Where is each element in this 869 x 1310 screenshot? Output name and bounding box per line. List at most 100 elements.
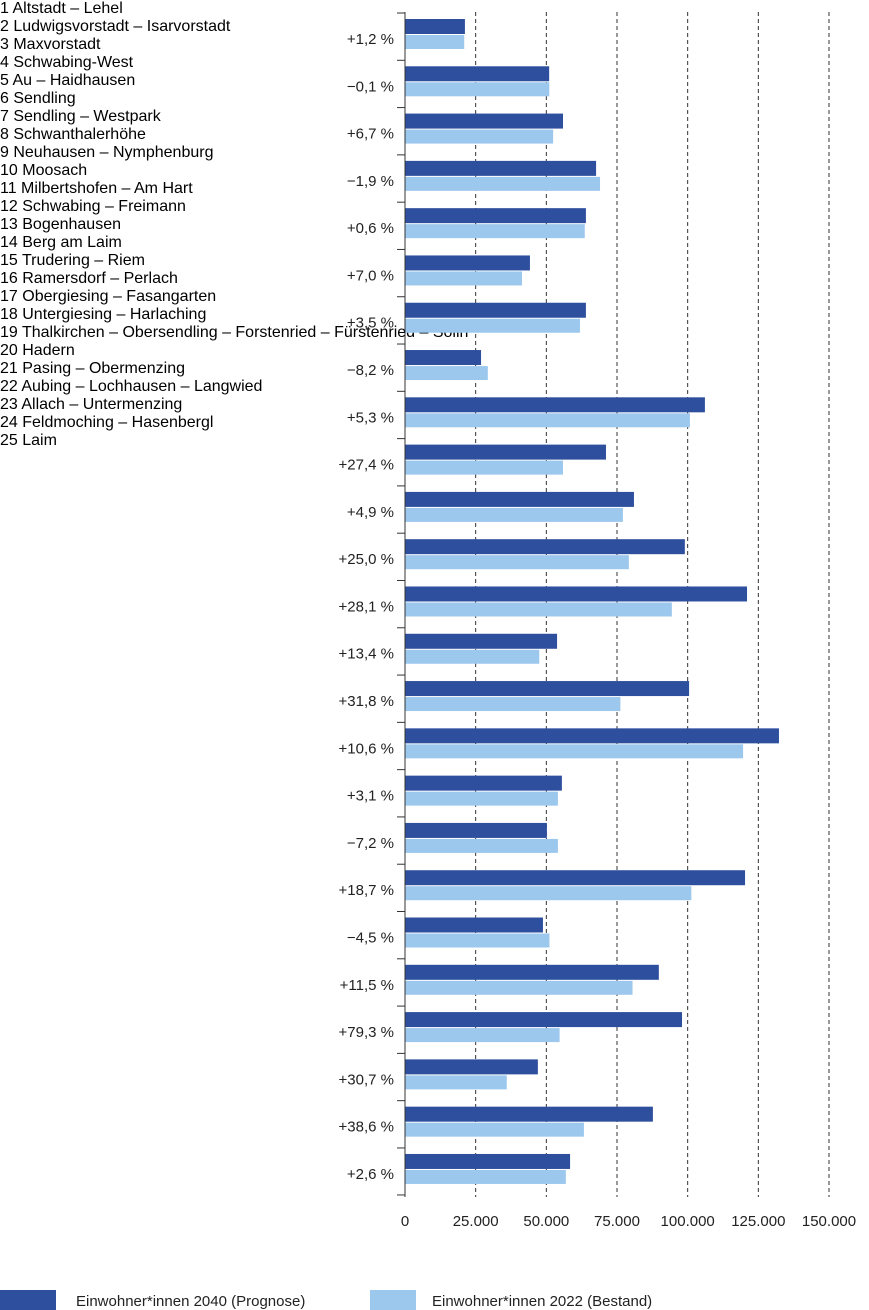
change-label: −7,2 %: [347, 835, 394, 852]
legend-swatch: [370, 1290, 416, 1310]
bar: [405, 413, 690, 428]
x-tick-label: 100.000: [661, 1213, 715, 1230]
bar: [405, 271, 523, 286]
category-label: 19 Thalkirchen – Obersendling – Forstenr…: [0, 324, 469, 341]
change-label: +3,1 %: [347, 788, 394, 805]
bar: [405, 586, 748, 602]
change-label: +3,5 %: [347, 315, 394, 332]
change-label: +5,3 %: [347, 409, 394, 426]
bar: [405, 35, 465, 49]
category-label: 6 Sendling: [0, 90, 76, 107]
bar: [405, 350, 482, 366]
x-tick-label: 0: [401, 1213, 409, 1230]
category-label: 12 Schwabing – Freimann: [0, 198, 186, 215]
category-label: 1 Altstadt – Lehel: [0, 0, 123, 17]
bar: [405, 1169, 566, 1184]
bar: [405, 1028, 560, 1043]
bar: [405, 176, 601, 191]
change-label: +38,6 %: [339, 1119, 394, 1136]
bar: [405, 397, 705, 413]
change-label: +2,6 %: [347, 1166, 394, 1183]
bar: [405, 728, 779, 744]
bar: [405, 1075, 507, 1090]
category-label: 2 Ludwigsvorstadt – Isarvorstadt: [0, 18, 231, 35]
bar: [405, 917, 543, 933]
bar: [405, 681, 690, 697]
bar: [405, 224, 585, 239]
change-label: −4,5 %: [347, 929, 394, 946]
bar: [405, 113, 564, 129]
change-label: +7,0 %: [347, 267, 394, 284]
change-label: +28,1 %: [339, 598, 394, 615]
category-label: 11 Milbertshofen – Am Hart: [0, 180, 193, 197]
bar: [405, 1153, 571, 1169]
change-label: +18,7 %: [339, 882, 394, 899]
change-label: +13,4 %: [339, 646, 394, 663]
category-label: 9 Neuhausen – Nymphenburg: [0, 144, 214, 161]
bar: [405, 697, 621, 712]
bar: [405, 933, 550, 948]
category-label: 18 Untergiesing – Harlaching: [0, 306, 207, 323]
bar: [405, 838, 558, 853]
bar: [405, 302, 586, 318]
bar: [405, 555, 629, 570]
category-label: 13 Bogenhausen: [0, 216, 121, 233]
bar: [405, 1122, 584, 1137]
bar: [405, 19, 465, 34]
change-label: +27,4 %: [339, 457, 394, 474]
legend-label: Einwohner*innen 2022 (Bestand): [432, 1293, 652, 1310]
bar: [405, 822, 547, 838]
bar: [405, 539, 685, 555]
change-label: +30,7 %: [339, 1071, 394, 1088]
bar: [405, 744, 744, 759]
bar: [405, 870, 746, 886]
category-label: 5 Au – Haidhausen: [0, 72, 136, 89]
change-label: +1,2 %: [347, 31, 394, 48]
change-label: +0,6 %: [347, 220, 394, 237]
bar: [405, 208, 586, 224]
change-label: +79,3 %: [339, 1024, 394, 1041]
bar: [405, 82, 550, 97]
change-label: +11,5 %: [340, 977, 394, 994]
category-label: 3 Maxvorstadt: [0, 36, 101, 53]
x-tick-label: 125.000: [731, 1213, 785, 1230]
bar: [405, 964, 659, 980]
bar: [405, 491, 634, 507]
legend-swatch: [0, 1290, 56, 1310]
bar: [405, 507, 623, 522]
category-label: 23 Allach – Untermenzing: [0, 396, 183, 413]
category-label: 15 Trudering – Riem: [0, 252, 145, 269]
bar: [405, 1059, 538, 1075]
bar: [405, 255, 530, 271]
bar: [405, 775, 562, 791]
category-label: 7 Sendling – Westpark: [0, 108, 161, 125]
x-tick-label: 25.000: [453, 1213, 499, 1230]
change-label: −1,9 %: [347, 173, 394, 190]
change-label: +25,0 %: [339, 551, 394, 568]
category-label: 16 Ramersdorf – Perlach: [0, 270, 178, 287]
category-label: 17 Obergiesing – Fasangarten: [0, 288, 217, 305]
change-label: +10,6 %: [339, 740, 394, 757]
category-label: 22 Aubing – Lochhausen – Langwied: [0, 378, 263, 395]
change-label: −8,2 %: [347, 362, 394, 379]
bar: [405, 129, 554, 144]
bar: [405, 602, 672, 617]
category-label: 25 Laim: [0, 432, 57, 449]
x-tick-label: 75.000: [594, 1213, 640, 1230]
bar: [405, 160, 597, 176]
change-label: +31,8 %: [339, 693, 394, 710]
bar: [405, 886, 692, 901]
x-tick-label: 50.000: [523, 1213, 569, 1230]
bar: [405, 980, 633, 995]
change-label: +6,7 %: [347, 126, 394, 143]
bar: [405, 444, 606, 460]
bar: [405, 1012, 683, 1028]
bar: [405, 649, 540, 664]
change-label: −0,1 %: [347, 78, 394, 95]
category-label: 10 Moosach: [0, 162, 88, 179]
bar: [405, 66, 550, 82]
category-label: 24 Feldmoching – Hasenbergl: [0, 414, 214, 431]
bar: [405, 1106, 653, 1122]
